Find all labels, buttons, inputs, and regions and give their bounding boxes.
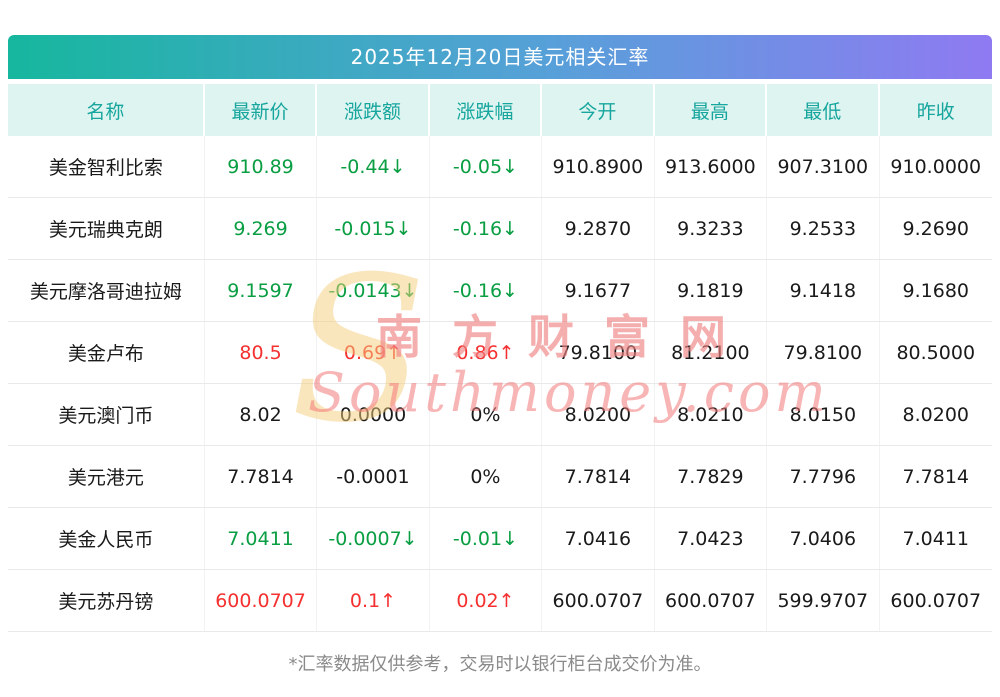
cell-pct: 0.02↑ [430, 570, 543, 631]
cell-open: 7.0416 [542, 508, 655, 569]
cell-pct: 0% [430, 446, 543, 507]
cell-high: 9.3233 [655, 198, 768, 259]
table-row: 美金智利比索 910.89 -0.44↓ -0.05↓ 910.8900 913.6000… [8, 136, 992, 198]
cell-pct: 0.86↑ [430, 322, 543, 383]
cell-high: 81.2100 [655, 322, 768, 383]
table-row: 美元瑞典克朗 9.269 -0.015↓ -0.16↓ 9.2870 9.3233 9.25… [8, 198, 992, 260]
cell-high: 7.7829 [655, 446, 768, 507]
table-row: 美金卢布 80.5 0.69↑ 0.86↑ 79.8100 81.2100 79.8100 8… [8, 322, 992, 384]
cell-prev: 600.0707 [890, 589, 982, 612]
header-change: 涨跌额 [317, 84, 430, 136]
disclaimer-text: *汇率数据仅供参考，交易时以银行柜台成交价为准。 [288, 654, 712, 675]
cell-name: 美金卢布 [8, 322, 205, 383]
table-row: 美元澳门币 8.02 0.0000 0% 8.0200 8.0210 8.0150 8.020… [8, 384, 992, 446]
cell-pct: -0.16↓ [430, 198, 543, 259]
cell-change: -0.44↓ [317, 136, 430, 197]
cell-open: 7.7814 [542, 446, 655, 507]
cell-low: 79.8100 [767, 322, 880, 383]
table-row: 美元苏丹镑 600.0707 0.1↑ 0.02↑ 600.0707 600.0707 59… [8, 570, 992, 632]
cell-pct: -0.05↓ [430, 136, 543, 197]
cell-prev: 910.0000 [890, 155, 982, 178]
cell-low: 7.0406 [767, 508, 880, 569]
cell-prev: 8.0200 [902, 403, 969, 426]
cell-open: 9.1677 [542, 260, 655, 321]
cell-name: 美元澳门币 [8, 384, 205, 445]
cell-prev: 7.7814 [902, 465, 969, 488]
cell-change: -0.0001 [317, 446, 430, 507]
cell-low: 599.9707 [767, 570, 880, 631]
cell-last: 9.269 [205, 198, 318, 259]
cell-pct: -0.16↓ [430, 260, 543, 321]
page-title: 2025年12月20日美元相关汇率 [8, 35, 992, 79]
cell-last: 8.02 [205, 384, 318, 445]
cell-last: 80.5 [205, 322, 318, 383]
page: 2025年12月20日美元相关汇率 名称 最新价 涨跌额 涨跌幅 今开 最高 最低 昨收 美金… [8, 35, 992, 675]
cell-pct: -0.01↓ [430, 508, 543, 569]
cell-last: 7.7814 [205, 446, 318, 507]
cell-name: 美元港元 [8, 446, 205, 507]
cell-change: 0.0000 [317, 384, 430, 445]
cell-high: 9.1819 [655, 260, 768, 321]
table-row: 美金人民币 7.0411 -0.0007↓ -0.01↓ 7.0416 7.0423 7.0… [8, 508, 992, 570]
cell-last: 9.1597 [205, 260, 318, 321]
cell-low: 8.0150 [767, 384, 880, 445]
cell-open: 8.0200 [542, 384, 655, 445]
cell-low: 907.3100 [767, 136, 880, 197]
cell-change: -0.015↓ [317, 198, 430, 259]
cell-change: 0.69↑ [317, 322, 430, 383]
cell-last: 600.0707 [205, 570, 318, 631]
cell-prev: 80.5000 [896, 341, 976, 364]
cell-low: 9.2533 [767, 198, 880, 259]
cell-pct: 0% [430, 384, 543, 445]
cell-change: -0.0007↓ [317, 508, 430, 569]
cell-last: 910.89 [205, 136, 318, 197]
cell-name: 美金人民币 [8, 508, 205, 569]
cell-low: 7.7796 [767, 446, 880, 507]
header-last: 最新价 [204, 84, 318, 136]
cell-open: 9.2870 [542, 198, 655, 259]
cell-high: 7.0423 [655, 508, 768, 569]
header-open: 今开 [542, 84, 655, 136]
cell-open: 910.8900 [542, 136, 655, 197]
cell-low: 9.1418 [767, 260, 880, 321]
cell-change: -0.0143↓ [317, 260, 430, 321]
header-low: 最低 [767, 84, 880, 136]
table-row: 美元摩洛哥迪拉姆 9.1597 -0.0143↓ -0.16↓ 9.1677 9.1819… [8, 260, 992, 322]
cell-last: 7.0411 [205, 508, 318, 569]
cell-high: 913.6000 [655, 136, 768, 197]
cell-open: 79.8100 [542, 322, 655, 383]
cell-prev: 9.1680 [902, 279, 969, 302]
cell-change: 0.1↑ [317, 570, 430, 631]
header-name: 名称 [8, 84, 205, 136]
cell-high: 8.0210 [655, 384, 768, 445]
table-row: 美元港元 7.7814 -0.0001 0% 7.7814 7.7829 7.7796 7.7… [8, 446, 992, 508]
table-header-row: 名称 最新价 涨跌额 涨跌幅 今开 最高 最低 昨收 [8, 84, 992, 136]
header-prev: 昨收 [879, 84, 992, 136]
cell-name: 美元摩洛哥迪拉姆 [8, 260, 205, 321]
header-pct: 涨跌幅 [429, 84, 543, 136]
cell-name: 美元苏丹镑 [8, 570, 205, 631]
cell-open: 600.0707 [542, 570, 655, 631]
header-high: 最高 [654, 84, 768, 136]
cell-name: 美元瑞典克朗 [8, 198, 205, 259]
exchange-rates-table: 名称 最新价 涨跌额 涨跌幅 今开 最高 最低 昨收 美金智利比索 910.89 -0.44↓ -0… [8, 84, 992, 632]
cell-high: 600.0707 [655, 570, 768, 631]
table-body: 美金智利比索 910.89 -0.44↓ -0.05↓ 910.8900 913.6000… [8, 136, 992, 632]
cell-name: 美金智利比索 [8, 136, 205, 197]
cell-prev: 7.0411 [902, 527, 969, 550]
cell-prev: 9.2690 [902, 217, 969, 240]
